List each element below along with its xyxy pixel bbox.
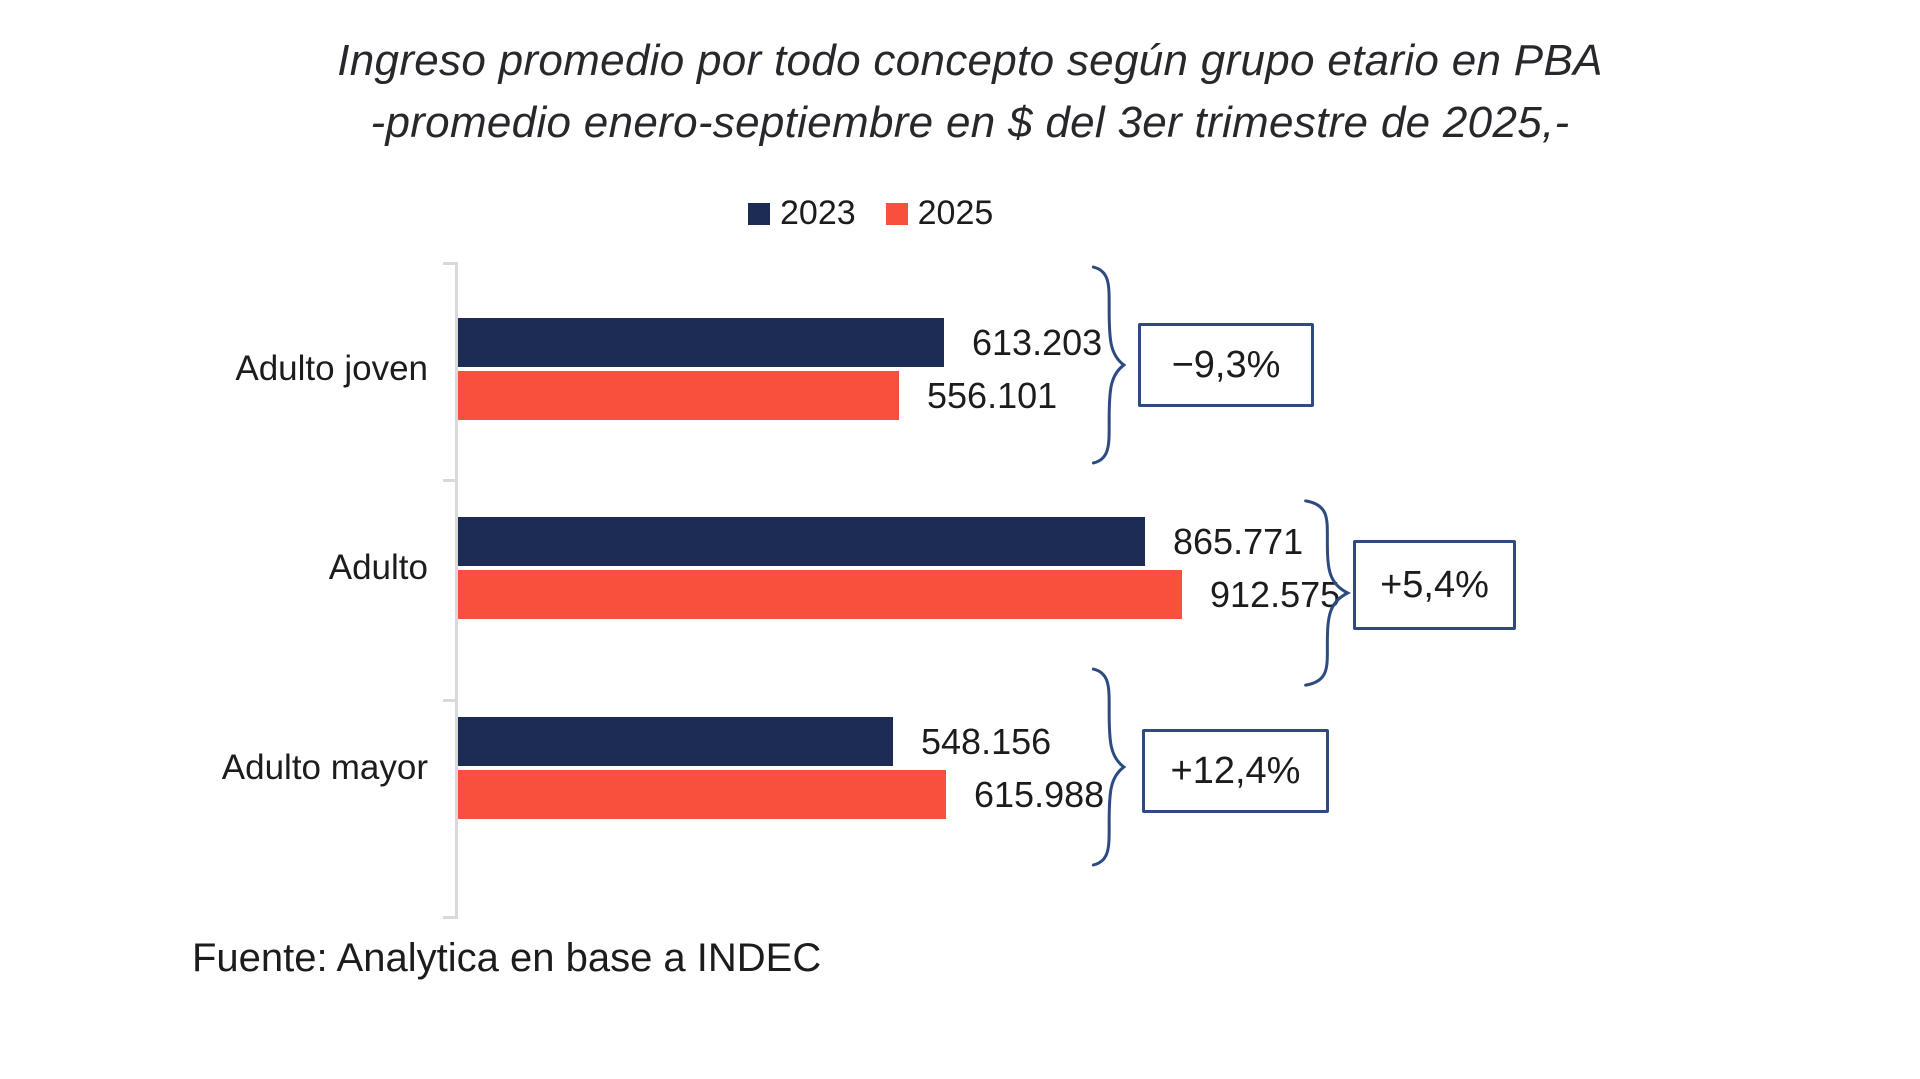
value-label-2023: 613.203 [972,321,1103,363]
bar-group-adulto-mayor: 548.156 615.988 [458,717,1104,819]
bar-row-2023: 613.203 [458,318,1102,367]
bar-row-2025: 556.101 [458,371,1102,420]
bar-group-adulto-joven: 613.203 556.101 [458,318,1102,420]
change-label: −9,3% [1171,343,1281,386]
change-box-adulto-joven: −9,3% [1138,323,1314,407]
bar-row-2025: 615.988 [458,770,1104,819]
bar-2025-adulto-mayor [458,770,946,819]
value-label-2025: 615.988 [974,773,1105,815]
category-label-adulto: Adulto [328,548,428,587]
change-label: +5,4% [1380,563,1489,606]
legend-item-2025: 2025 [885,194,994,233]
bar-2025-adulto-joven [458,371,899,420]
bar-2025-adulto [458,570,1182,619]
axis-tick [443,699,456,702]
bar-row-2025: 912.575 [458,570,1340,619]
axis-tick [443,479,456,482]
change-label: +12,4% [1170,749,1301,792]
bar-2023-adulto [458,517,1145,566]
category-label-adulto-mayor: Adulto mayor [221,748,428,787]
curly-brace-icon [1085,264,1127,466]
change-box-adulto: +5,4% [1353,540,1516,630]
chart-title: Ingreso promedio por todo concepto según… [20,30,1920,154]
legend: 2023 2025 [748,194,993,233]
legend-label-2025: 2025 [917,194,994,232]
category-label-adulto-joven: Adulto joven [235,349,428,388]
value-label-2025: 556.101 [927,374,1058,416]
bar-2023-adulto-mayor [458,717,893,766]
bar-row-2023: 548.156 [458,717,1104,766]
bar-group-adulto: 865.771 912.575 [458,517,1340,619]
change-box-adulto-mayor: +12,4% [1142,729,1329,813]
value-label-2023: 548.156 [921,720,1052,762]
legend-label-2023: 2023 [780,194,856,232]
chart-title-line1: Ingreso promedio por todo concepto según… [337,36,1603,85]
value-label-2023: 865.771 [1173,520,1304,562]
bar-row-2023: 865.771 [458,517,1340,566]
axis-tick [443,262,456,265]
bar-2023-adulto-joven [458,318,944,367]
value-label-2025: 912.575 [1210,573,1341,615]
curly-brace-icon [1294,498,1352,688]
y-axis-line [455,262,458,919]
legend-item-2023: 2023 [748,194,856,233]
curly-brace-icon [1085,666,1127,868]
chart-title-line2: -promedio enero-septiembre en $ del 3er … [370,98,1570,147]
legend-swatch-2025-icon [885,202,908,225]
axis-tick [443,916,456,919]
legend-swatch-2023-icon [748,202,770,225]
source-note: Fuente: Analytica en base a INDEC [192,936,822,980]
